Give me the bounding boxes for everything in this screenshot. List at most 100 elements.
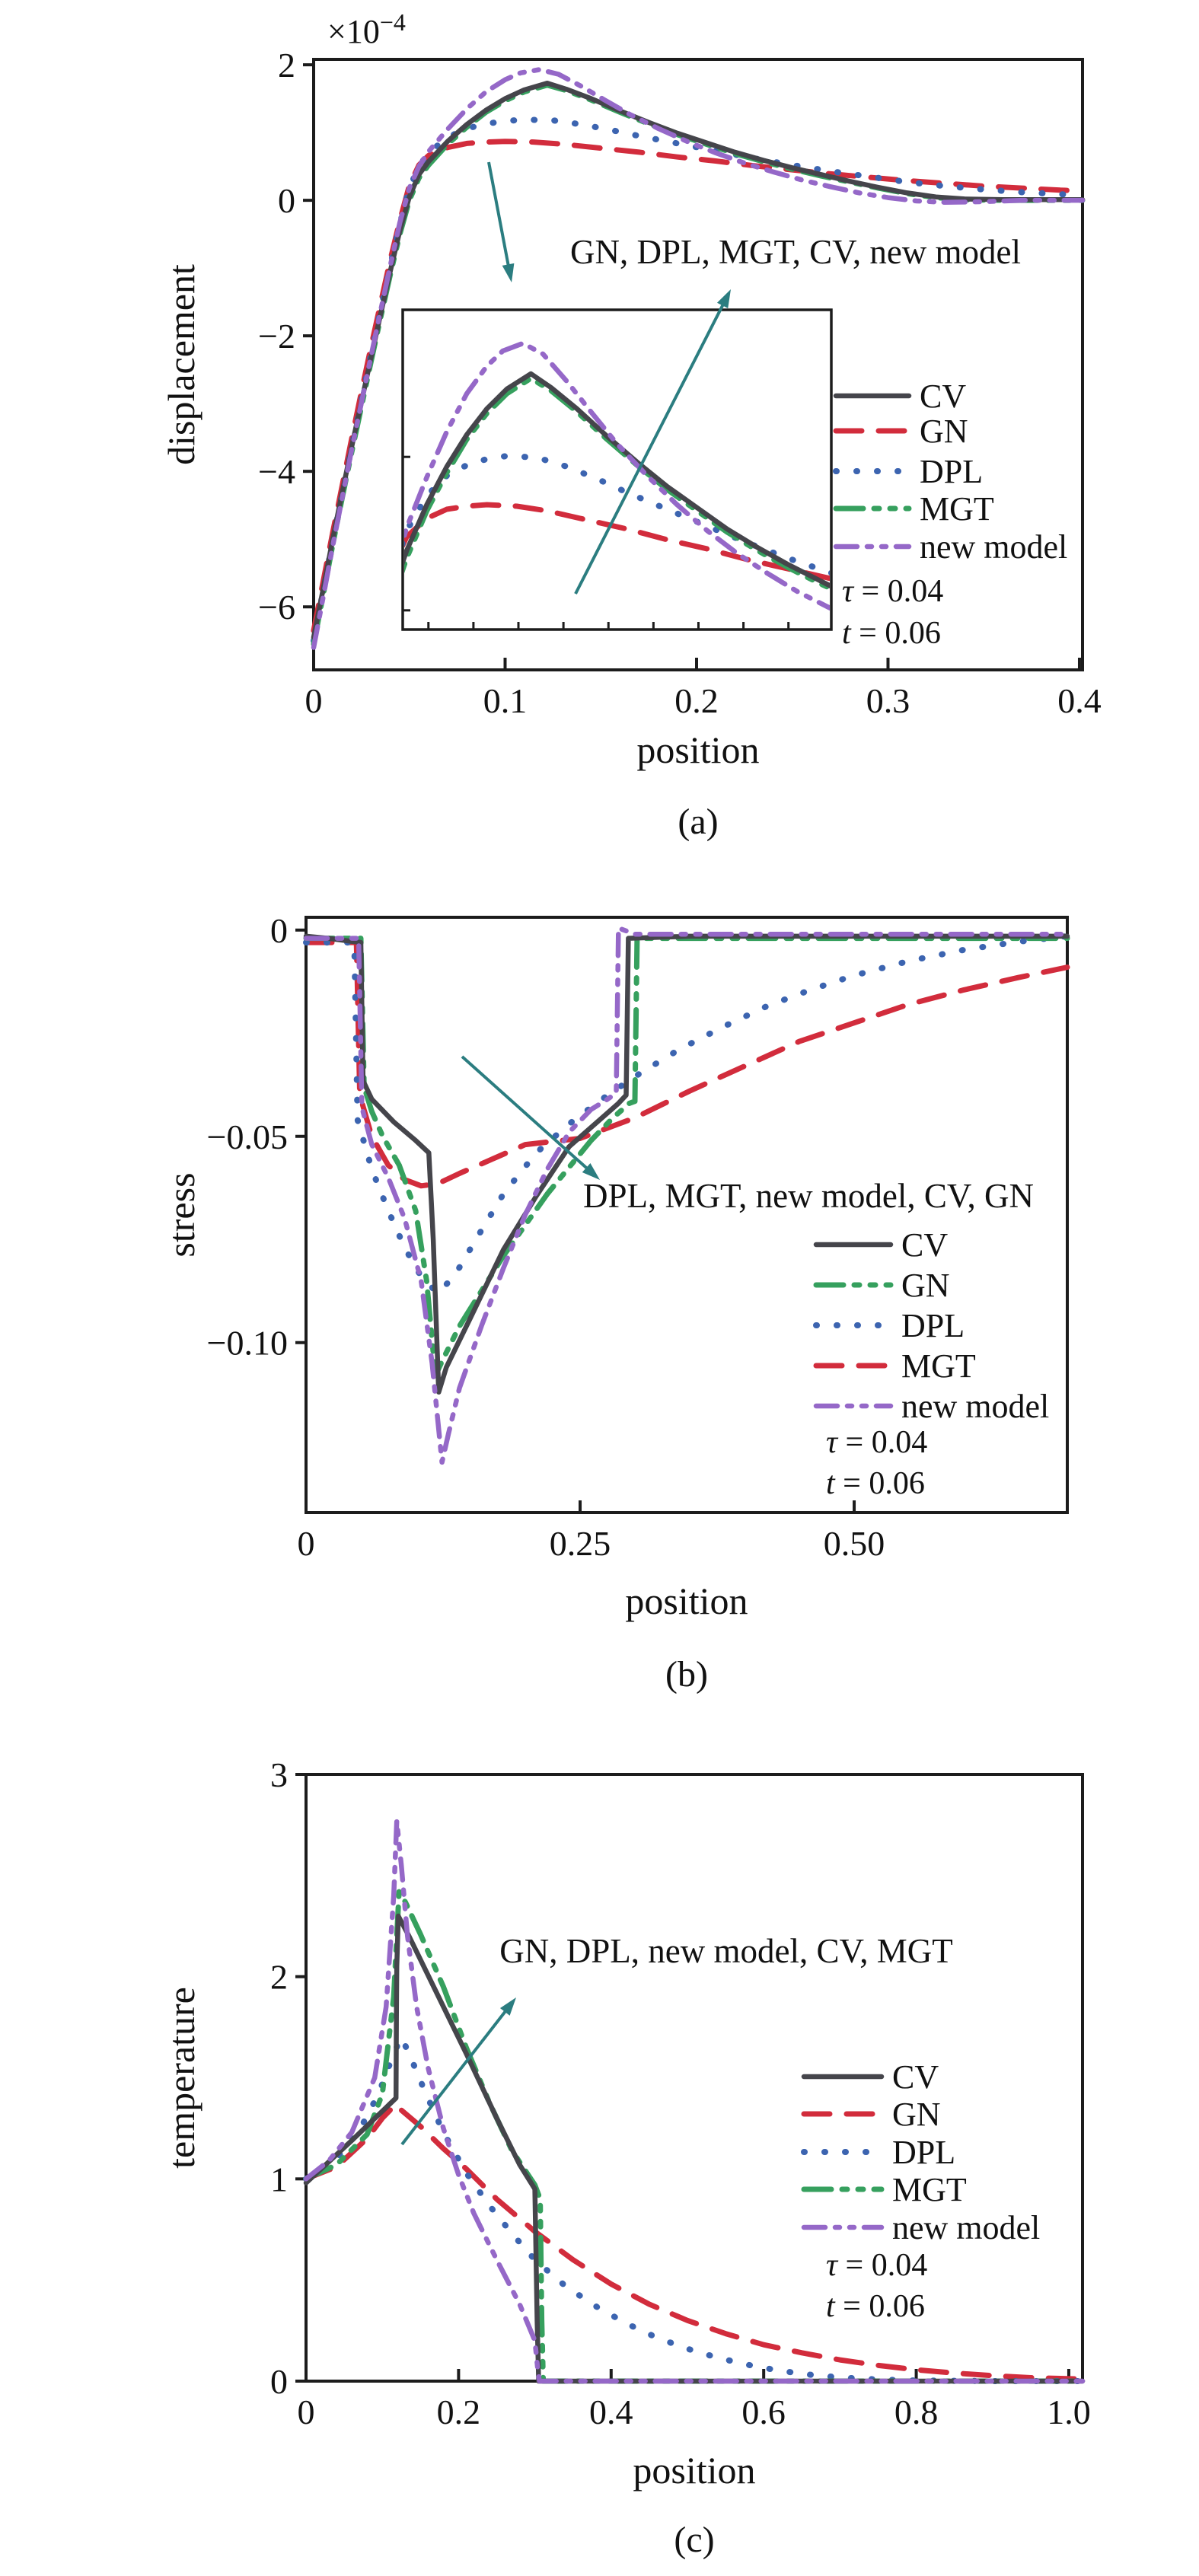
plot-a-xtick-label: 0.3 [866, 681, 910, 720]
plot-b-annotation: DPL, MGT, new model, CV, GN [583, 1177, 1034, 1215]
plot-c-legend-cv: CV [801, 2058, 939, 2096]
plot-b-legend-dpl: DPL [813, 1307, 965, 1344]
plot-a-series-cv [311, 80, 1086, 640]
legend-label: GN [892, 2096, 941, 2133]
plot-b-legend-mgt: MGT [813, 1347, 976, 1385]
plot-a-arrow-1-head [716, 289, 731, 309]
plot-c-annotation: GN, DPL, new model, CV, MGT [499, 1932, 952, 1970]
plot-a-inset-series-cv [404, 371, 830, 588]
plot-a-ytick-label: 0 [278, 181, 295, 220]
plot-c-param-1: t = 0.06 [826, 2289, 925, 2324]
plot-b-caption: (b) [665, 1654, 708, 1694]
plot-c-series-cv [303, 1913, 1086, 2384]
plot-c: 0 0.2 0.4 0.6 0.8 1.0 0 1 2 3 position temperature (… [160, 1755, 1091, 2560]
plot-a-legend-gn: GN [833, 413, 968, 450]
plot-a-ytick-label: 2 [278, 46, 295, 84]
plot-a-xtick-label: 0.1 [483, 681, 528, 720]
legend-label: MGT [892, 2171, 967, 2208]
plot-a-frame [312, 58, 1084, 671]
plot-c-param-0: τ = 0.04 [826, 2248, 927, 2283]
plot-c-series-group [303, 1818, 1086, 2384]
plot-a-series-new-model [311, 67, 1086, 650]
plot-c-ytick-label: 2 [270, 1958, 288, 1997]
plot-a-xtick-label: 0 [305, 681, 323, 720]
plot-b-ytick-label: −0.05 [207, 1117, 288, 1156]
plot-b-ytick-label: 0 [270, 911, 288, 950]
plot-a-param-1: t = 0.06 [842, 616, 941, 651]
plot-c-series-gn [303, 2101, 1086, 2382]
legend-label: CV [892, 2058, 939, 2096]
plot-a-inset-series-gn [404, 502, 830, 582]
plot-b-ylabel: stress [160, 1172, 202, 1257]
legend-label: GN [901, 1267, 950, 1304]
legend-label: new model [920, 528, 1067, 566]
plot-a-legend-dpl: DPL [833, 453, 983, 490]
plot-c-xtick-label: 0 [298, 2393, 315, 2431]
plot-a-series-group [311, 67, 1086, 650]
plot-c-xtick-label: 0.2 [437, 2393, 481, 2431]
plot-b: 0 0.25 0.50 0 −0.05 −0.10 position stress (b) DPL… [160, 911, 1070, 1694]
plot-c-xlabel: position [633, 2449, 755, 2492]
legend-label: DPL [892, 2134, 955, 2171]
plot-a-xtick-label: 0.4 [1057, 681, 1102, 720]
legend-label: new model [892, 2209, 1040, 2246]
legend-label: CV [901, 1226, 948, 1264]
plot-a-exp-label: ×10−4 [327, 8, 406, 50]
plot-c-xtick-label: 0.6 [741, 2393, 786, 2431]
legend-label: MGT [901, 1347, 976, 1385]
plot-b-xlabel: position [625, 1580, 748, 1622]
plot-c-ylabel: temperature [160, 1987, 202, 2169]
plot-c-ytick-label: 0 [270, 2362, 288, 2401]
plot-c-arrow-0-head [499, 1997, 516, 2016]
plot-a-caption: (a) [678, 802, 718, 842]
plot-a-inset-frame [401, 308, 833, 631]
plot-b-legend-new-model: new model [813, 1388, 1049, 1425]
legend-label: GN [920, 413, 968, 450]
plot-b-xtick-label: 0 [298, 1524, 315, 1563]
plot-a-arrow-1-shaft [574, 301, 726, 595]
legend-label: new model [901, 1388, 1049, 1425]
plot-a-arrow-0-shaft [487, 161, 511, 269]
plot-c-ytick-label: 3 [270, 1755, 288, 1794]
plot-b-param-0: τ = 0.04 [826, 1425, 927, 1460]
plot-b-series-group [303, 925, 1070, 1465]
plot-c-arrow-0-shaft [400, 2007, 509, 2146]
plot-c-legend-new-model: new model [801, 2209, 1040, 2246]
plot-a-legend-cv: CV [833, 378, 966, 415]
plot-c-legend-mgt: MGT [801, 2171, 967, 2208]
legend-label: MGT [920, 490, 994, 528]
plot-b-ytick-label: −0.10 [207, 1324, 288, 1363]
plot-b-series-cv [303, 933, 1070, 1395]
plot-a-legend-mgt: MGT [833, 490, 994, 528]
plot-c-series-new-model [303, 1818, 1086, 2384]
plot-c-xtick-label: 0.8 [894, 2393, 939, 2431]
plot-a-ytick-label: −2 [258, 317, 295, 355]
plot-b-series-new-model [303, 925, 1070, 1465]
plot-b-param-1: t = 0.06 [826, 1466, 925, 1501]
plot-a-arrow-0-head [502, 263, 515, 282]
plot-b-frame [305, 916, 1069, 1514]
plot-b-xtick-label: 0.50 [824, 1524, 885, 1563]
plot-c-caption: (c) [674, 2520, 714, 2560]
plot-c-xtick-label: 1.0 [1047, 2393, 1091, 2431]
plot-a-xtick-label: 0.2 [674, 681, 719, 720]
plot-c-legend-dpl: DPL [801, 2134, 955, 2171]
plot-a: 0 0.1 0.2 0.3 0.4 2 0 −2 −4 −6 ×10−4 position displa… [160, 8, 1102, 842]
plot-b-series-dpl [303, 933, 1070, 1296]
plot-c-legend-gn: GN [801, 2096, 941, 2133]
plot-b-xtick-label: 0.25 [550, 1524, 611, 1563]
plot-a-inset-series-group [404, 340, 830, 611]
plot-a-legend-new-model: new model [833, 528, 1067, 566]
legend-label: DPL [920, 453, 983, 490]
plot-c-ytick-label: 1 [270, 2160, 288, 2198]
plot-c-xtick-label: 0.4 [589, 2393, 633, 2431]
plot-b-arrow-0-head [582, 1163, 600, 1180]
plot-b-series-mgt [303, 939, 1070, 1189]
plot-a-ytick-label: −6 [258, 588, 295, 626]
plot-a-xlabel: position [636, 728, 759, 771]
plot-a-param-0: τ = 0.04 [842, 574, 943, 609]
legend-label: DPL [901, 1307, 965, 1344]
